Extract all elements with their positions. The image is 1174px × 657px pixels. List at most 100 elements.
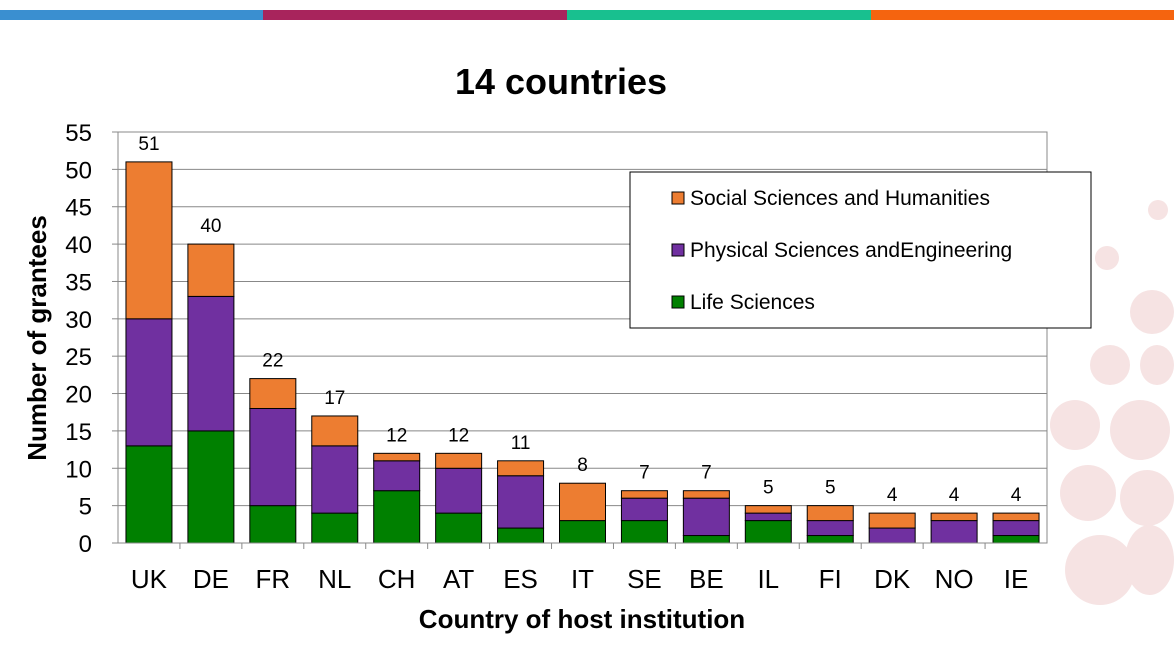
bar-segment	[806, 535, 854, 544]
legend-label: Life Sciences	[690, 291, 815, 314]
bar-segment	[249, 505, 297, 544]
bar-segment	[373, 452, 421, 462]
data-label: 12	[448, 425, 469, 446]
bar-segment	[435, 467, 483, 514]
data-label: 8	[577, 455, 588, 476]
legend: Social Sciences and Humanities Physical S…	[629, 171, 1092, 329]
bar-segment	[868, 527, 916, 544]
decorative-dot	[1125, 525, 1174, 595]
y-tick-label: 35	[65, 269, 92, 296]
y-tick-label: 40	[65, 232, 92, 259]
bar-segment	[744, 512, 792, 522]
decorative-dot	[1090, 345, 1130, 385]
x-tick-label: FI	[819, 564, 842, 594]
bar-segment	[497, 475, 545, 529]
chart-title: 14 countries	[455, 61, 667, 102]
bar-segment	[682, 490, 730, 499]
data-label: 12	[386, 425, 407, 446]
bar-segment	[125, 318, 173, 447]
bar-segment	[559, 520, 606, 544]
legend-swatch	[671, 243, 685, 257]
bar-segment	[620, 490, 668, 499]
x-tick-label: NO	[935, 564, 974, 594]
bar-segment	[249, 407, 297, 507]
decorative-dot	[1060, 465, 1116, 521]
y-tick-labels: 0 5 10 15 20 25 30 35 40 45 50 55	[65, 120, 92, 558]
y-tick-label: 30	[65, 307, 92, 334]
x-tick-label: IL	[757, 564, 779, 594]
y-tick-label: 55	[65, 120, 92, 147]
y-tick-label: 25	[65, 344, 92, 371]
bar-segment	[311, 445, 359, 514]
decorative-dot	[1050, 400, 1100, 450]
data-label: 11	[511, 433, 531, 454]
data-label: 4	[949, 485, 960, 506]
x-axis-title: Country of host institution	[419, 604, 745, 634]
decorative-dot	[1148, 200, 1168, 220]
bar-segment	[435, 512, 483, 544]
stripe-magenta	[263, 10, 567, 20]
legend-label: Physical Sciences andEngineering	[690, 239, 1012, 262]
data-label: 22	[262, 351, 283, 372]
bar-segment	[930, 512, 978, 522]
top-color-stripe	[0, 10, 1174, 20]
data-label: 7	[639, 463, 650, 484]
y-tick-label: 10	[65, 456, 92, 483]
bar-segment	[930, 520, 978, 544]
legend-swatch	[671, 191, 685, 205]
data-label: 4	[887, 485, 898, 506]
bar-segment	[806, 505, 854, 522]
decorative-dot	[1065, 535, 1135, 605]
data-label: 5	[825, 478, 836, 499]
stripe-orange	[871, 10, 1174, 20]
decorative-dot	[1120, 470, 1174, 526]
bar-segment	[744, 520, 792, 544]
x-tick-label: DE	[193, 564, 229, 594]
legend-swatch	[671, 295, 685, 309]
x-tick-labels: UK DE FR NL CH AT ES IT SE BE IL FI DK NO IE	[131, 564, 1028, 594]
stripe-blue	[0, 10, 263, 20]
y-tick-label: 20	[65, 382, 92, 409]
bar-segment	[497, 460, 545, 477]
decorative-dot	[1130, 290, 1174, 334]
total-labels: 51 40 22 17 12 12 11 8 7 7 5 5 4 4 4	[138, 134, 1021, 506]
legend-box	[629, 171, 1092, 329]
data-label: 51	[138, 134, 159, 155]
data-label: 4	[1011, 485, 1022, 506]
decorative-dot	[1110, 400, 1170, 460]
bar-segment	[992, 512, 1040, 522]
bar-segment	[311, 512, 359, 544]
x-tick-label: IE	[1004, 564, 1029, 594]
y-tick-label: 0	[79, 531, 92, 558]
y-tick-label: 45	[65, 195, 92, 222]
data-label: 40	[200, 216, 221, 237]
x-tick-label: IT	[571, 564, 594, 594]
bar-segment	[187, 430, 235, 544]
decorative-dot	[1140, 345, 1174, 385]
bar-segment	[249, 378, 297, 409]
bar-segment	[187, 243, 235, 297]
bar-segment	[125, 161, 173, 320]
legend-label: Social Sciences and Humanities	[690, 187, 990, 210]
bar-segment	[868, 512, 916, 529]
x-tick-label: UK	[131, 564, 168, 594]
bar-segment	[682, 497, 730, 537]
bar-segment	[497, 527, 545, 544]
bar-segment	[125, 445, 173, 544]
bar-segment	[187, 295, 235, 432]
bar-segment	[620, 520, 668, 544]
x-tick-label: SE	[627, 564, 662, 594]
x-tick-label: DK	[874, 564, 911, 594]
bar-segment	[373, 460, 421, 492]
y-axis-title: Number of grantees	[22, 215, 52, 461]
x-tick-label: FR	[255, 564, 290, 594]
x-tick-label: NL	[318, 564, 351, 594]
data-label: 7	[701, 463, 712, 484]
bar-segment	[435, 452, 483, 469]
x-tick-label: CH	[378, 564, 416, 594]
bar-segment	[992, 535, 1040, 544]
x-tick-label: AT	[443, 564, 474, 594]
bar-segment	[682, 535, 730, 544]
x-tick-label: ES	[503, 564, 538, 594]
